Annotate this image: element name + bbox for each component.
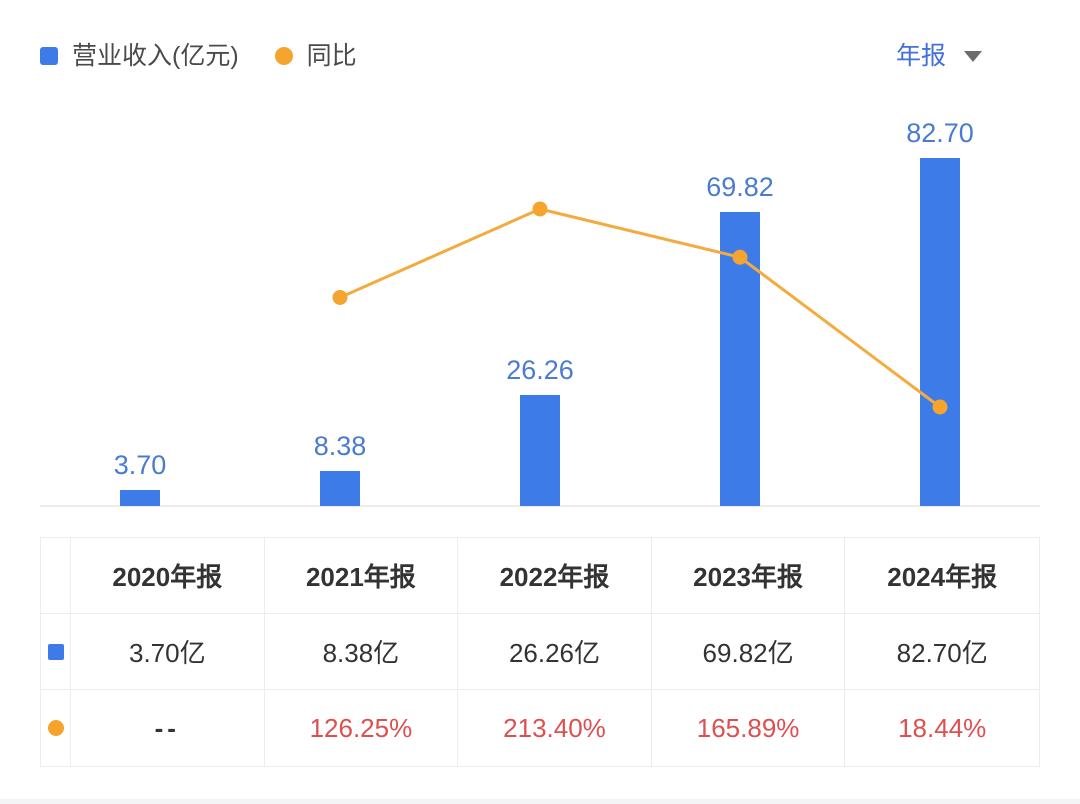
yoy-point-2023年报[interactable] <box>732 249 748 265</box>
yoy-point-2021年报[interactable] <box>332 290 348 306</box>
x-axis-baseline <box>40 505 1040 507</box>
legend-item-yoy[interactable]: 同比 <box>274 42 357 70</box>
legend-item-revenue[interactable]: 营业收入(亿元) <box>40 42 239 70</box>
revenue-swatch-icon <box>40 47 58 65</box>
bar-value-label-2021年报: 8.38 <box>313 430 367 461</box>
revenue-bar-2024年报[interactable] <box>920 158 960 506</box>
revenue-bar-2021年报[interactable] <box>320 470 360 506</box>
table-cell-营业收入(亿元)-2022年报: 26.26亿 <box>458 614 652 690</box>
yoy-swatch-icon <box>274 47 293 65</box>
period-selector-label: 年报 <box>895 42 946 70</box>
table-header-2021年报: 2021年报 <box>264 538 459 614</box>
table-header-2022年报: 2022年报 <box>458 538 652 614</box>
table-cell-营业收入(亿元)-2024年报: 82.70亿 <box>845 614 1039 690</box>
orange-dot-icon <box>47 720 64 736</box>
table-cell-同比-2023年报: 165.89% <box>651 690 846 766</box>
bar-value-label-2024年报: 82.70 <box>906 118 974 148</box>
table-row-icon-cell <box>41 690 71 766</box>
table-cell-营业收入(亿元)-2023年报: 69.82亿 <box>651 614 846 690</box>
bar-value-label-2023年报: 69.82 <box>706 172 774 203</box>
period-selector[interactable]: 年报 <box>896 42 982 70</box>
table-cell-同比-2024年报: 18.44% <box>845 690 1039 766</box>
data-table: 2020年报 2021年报 2022年报 2023年报 2024年报 3.70亿 8.38亿… <box>40 537 1040 767</box>
revenue-bar-2022年报[interactable] <box>520 395 560 506</box>
chevron-down-icon <box>964 50 982 62</box>
card-bottom-edge <box>0 799 1080 804</box>
table-cell-营业收入(亿元)-2021年报: 8.38亿 <box>264 614 459 690</box>
table-cell-营业收入(亿元)-2020年报: 3.70亿 <box>71 614 265 690</box>
table-cell-同比-2021年报: 126.25% <box>264 690 459 766</box>
revenue-bar-2020年报[interactable] <box>120 490 160 506</box>
table-header-2020年报: 2020年报 <box>71 538 265 614</box>
bar-value-label-2020年报: 3.70 <box>113 450 167 481</box>
legend-row: 营业收入(亿元) 同比 年报 <box>40 42 1040 70</box>
table-corner-cell <box>41 538 71 614</box>
blue-square-icon <box>47 643 64 660</box>
table-header-2023年报: 2023年报 <box>651 538 846 614</box>
table-row-icon-cell <box>41 614 71 690</box>
yoy-point-2022年报[interactable] <box>532 201 548 217</box>
legend-yoy-label: 同比 <box>306 42 357 70</box>
table-header-2024年报: 2024年报 <box>845 538 1039 614</box>
yoy-point-2024年报[interactable] <box>932 399 948 415</box>
table-cell-同比-2022年报: 213.40% <box>458 690 652 766</box>
yoy-line <box>339 207 941 409</box>
table-cell-同比-2020年报: -- <box>71 690 265 766</box>
bar-value-label-2022年报: 26.26 <box>506 355 574 386</box>
legend-revenue-label: 营业收入(亿元) <box>72 42 239 70</box>
